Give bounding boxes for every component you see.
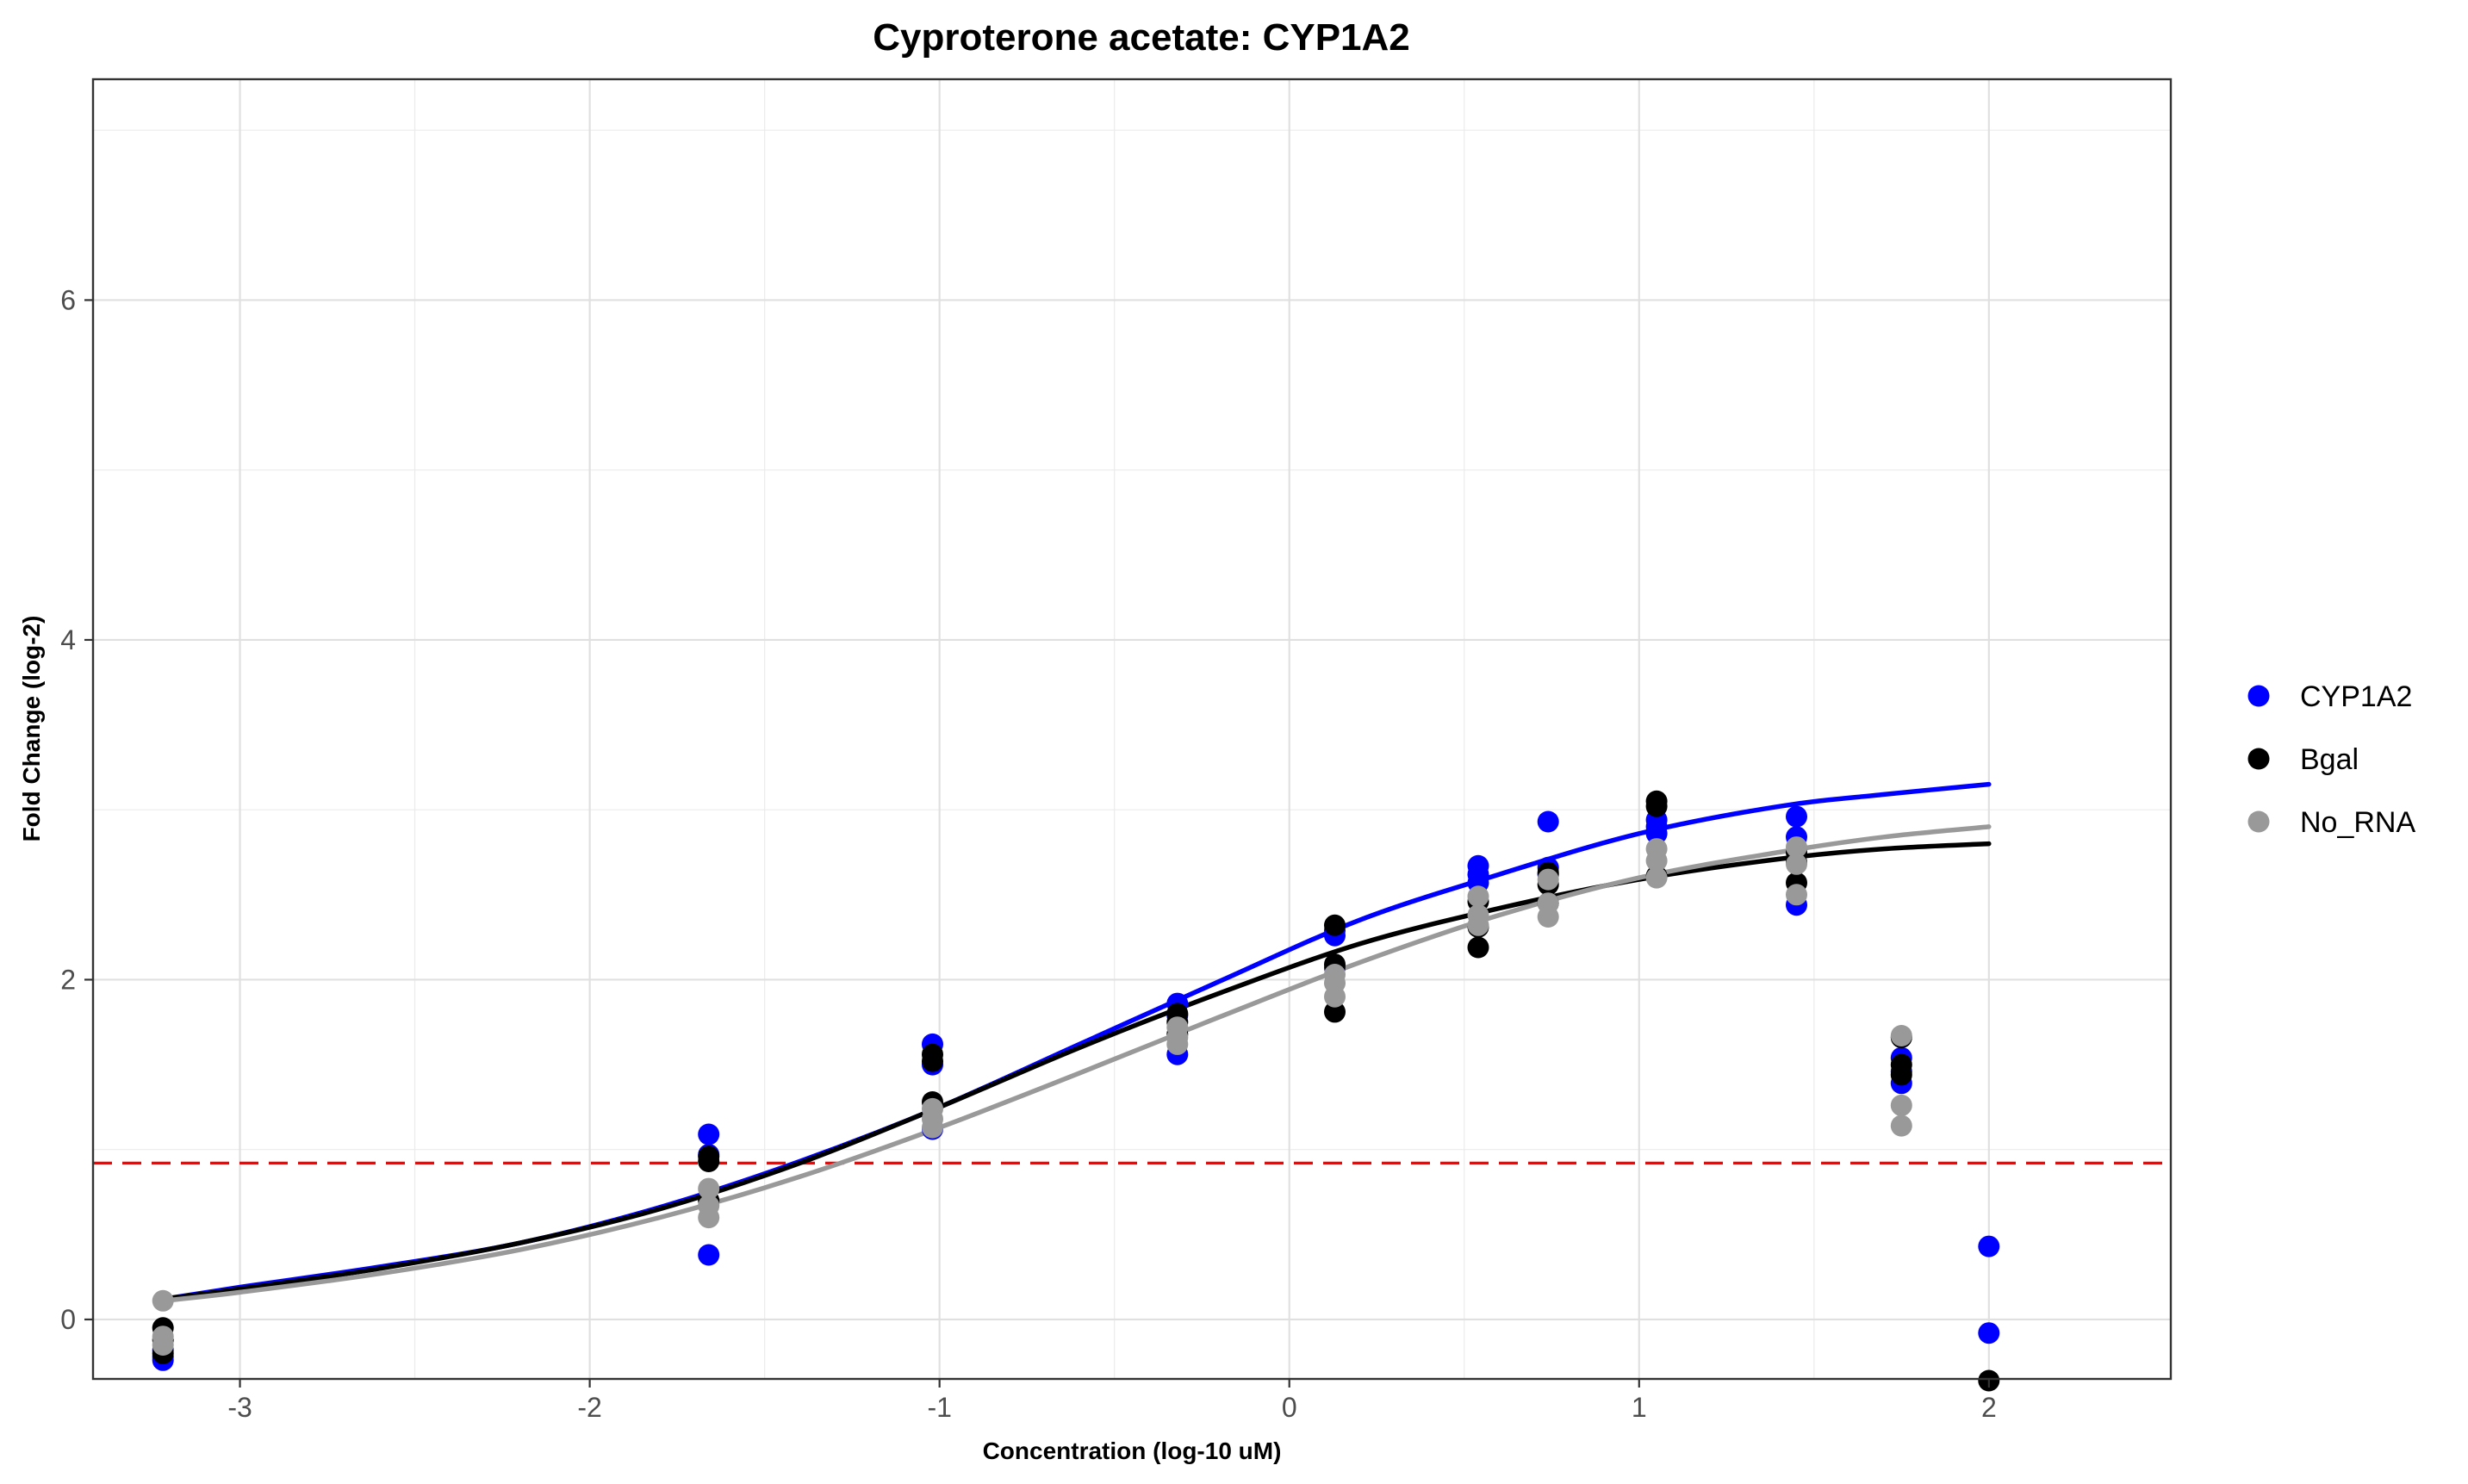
panel-border bbox=[91, 78, 2173, 1381]
data-point-no-rna bbox=[1890, 1115, 1912, 1137]
legend-marker-bgal bbox=[2247, 748, 2270, 770]
data-point-bgal bbox=[1890, 1064, 1912, 1086]
legend-label-bgal: Bgal bbox=[2300, 743, 2359, 776]
x-tick-label: 2 bbox=[1981, 1392, 1997, 1423]
legend-label-no-rna: No_RNA bbox=[2300, 806, 2415, 839]
data-point-no-rna bbox=[1786, 836, 1807, 859]
data-point-no-rna bbox=[1645, 866, 1668, 889]
chart-title: Cyproterone acetate: CYP1A2 bbox=[873, 16, 1410, 59]
data-point-cyp1a2 bbox=[1786, 805, 1807, 828]
data-point-no-rna bbox=[1786, 884, 1807, 906]
data-point-bgal bbox=[1324, 914, 1346, 936]
legend: CYP1A2 Bgal No_RNA bbox=[2247, 680, 2415, 839]
data-point-cyp1a2 bbox=[698, 1123, 720, 1146]
x-tick-label: 1 bbox=[1632, 1392, 1647, 1423]
y-axis-title: Fold Change (log-2) bbox=[18, 616, 45, 842]
legend-label-cyp1a2: CYP1A2 bbox=[2300, 680, 2412, 713]
data-point-no-rna bbox=[1537, 906, 1559, 928]
data-point-bgal bbox=[922, 1050, 943, 1072]
data-point-no-rna bbox=[1890, 1094, 1912, 1116]
legend-marker-no-rna bbox=[2247, 810, 2270, 833]
data-point-no-rna bbox=[1537, 868, 1559, 891]
x-tick-label: -1 bbox=[927, 1392, 951, 1423]
x-tick-label: -2 bbox=[577, 1392, 601, 1423]
data-point-no-rna bbox=[1324, 985, 1346, 1008]
y-tick-label: 0 bbox=[60, 1304, 76, 1335]
data-point-no-rna bbox=[152, 1334, 174, 1356]
data-point-cyp1a2 bbox=[1978, 1235, 2000, 1257]
data-point-no-rna bbox=[1786, 853, 1807, 875]
data-point-bgal bbox=[1324, 1001, 1346, 1023]
data-point-cyp1a2 bbox=[1978, 1322, 2000, 1344]
data-point-bgal bbox=[698, 1151, 720, 1172]
data-point-bgal bbox=[1467, 936, 1489, 959]
data-point-no-rna bbox=[1645, 849, 1668, 872]
grid-layer bbox=[93, 79, 2171, 1379]
data-point-no-rna bbox=[1890, 1025, 1912, 1046]
data-point-no-rna bbox=[922, 1116, 943, 1139]
data-point-cyp1a2 bbox=[1645, 823, 1668, 845]
data-point-no-rna bbox=[698, 1207, 720, 1229]
points-layer bbox=[152, 790, 2000, 1392]
data-point-no-rna bbox=[1467, 914, 1489, 936]
data-point-bgal bbox=[1645, 795, 1668, 817]
y-tick-label: 6 bbox=[60, 284, 76, 315]
legend-marker-cyp1a2 bbox=[2247, 685, 2270, 707]
axes-layer: -3 -2 -1 0 1 2 0 2 4 6 bbox=[60, 284, 1997, 1423]
data-point-no-rna bbox=[1467, 885, 1489, 908]
fit-curve-bgal bbox=[160, 841, 1992, 1302]
fit-curve-no-rna bbox=[160, 824, 1992, 1304]
x-axis-title: Concentration (log-10 uM) bbox=[983, 1437, 1282, 1464]
data-point-no-rna bbox=[1166, 1033, 1189, 1055]
data-point-cyp1a2 bbox=[1537, 810, 1559, 833]
data-point-no-rna bbox=[698, 1177, 720, 1200]
x-tick-label: -3 bbox=[227, 1392, 252, 1423]
data-point-cyp1a2 bbox=[698, 1244, 720, 1266]
y-tick-label: 2 bbox=[60, 964, 76, 995]
data-point-no-rna bbox=[152, 1289, 174, 1312]
fit-layer bbox=[160, 781, 1992, 1304]
y-tick-label: 4 bbox=[60, 624, 76, 655]
x-tick-label: 0 bbox=[1282, 1392, 1297, 1423]
